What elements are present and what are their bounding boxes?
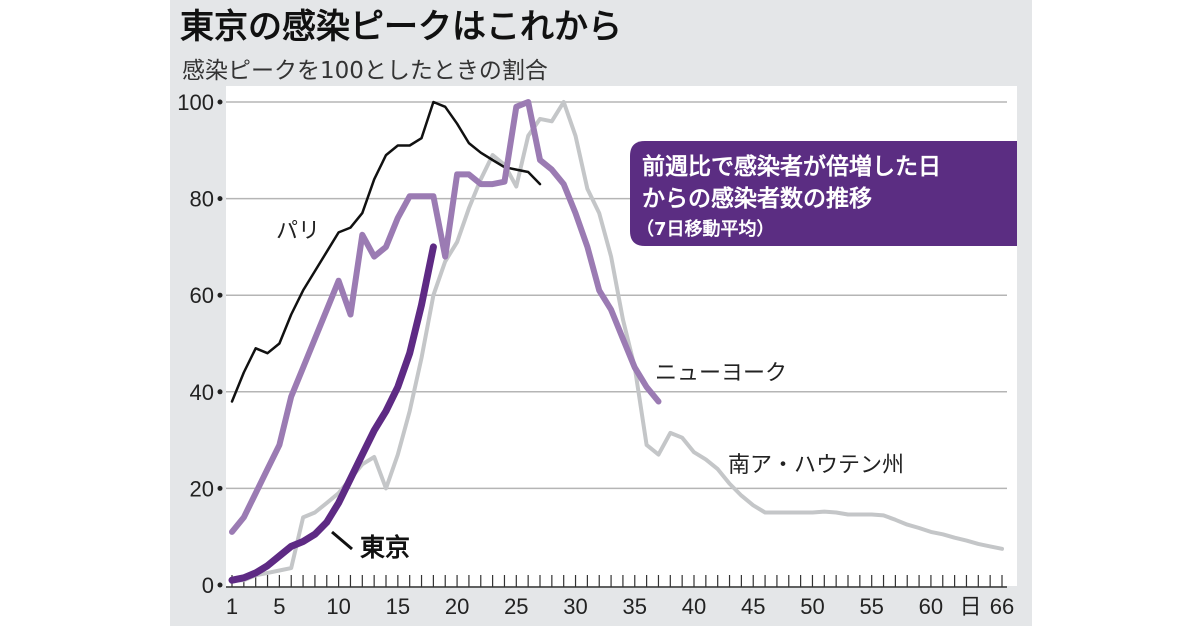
- chart-title: 東京の感染ピークはこれから: [180, 7, 622, 47]
- x-tick-label: 50: [800, 594, 824, 619]
- y-tick-dot: [217, 292, 223, 298]
- label-newyork: ニューヨーク: [655, 361, 787, 386]
- annotation-line1: 前週比で感染者が倍増した日: [642, 153, 941, 180]
- x-axis-unit: 日: [959, 594, 981, 619]
- x-tick-label: 15: [386, 594, 410, 619]
- label-tokyo: 東京: [360, 533, 410, 562]
- label-paris: パリ: [276, 219, 320, 244]
- annotation-line3: （7日移動平均）: [636, 218, 775, 240]
- x-axis: 1 5 10 15 20 25 30 35 40 45 50 55 60 66日: [226, 575, 1014, 619]
- annotation-line2: からの感染者数の推移: [642, 185, 872, 212]
- y-tick-label: 80: [190, 187, 214, 212]
- y-tick-label: 0: [202, 573, 214, 598]
- series-lines: [228, 99, 1004, 584]
- annotation-box: [630, 141, 1017, 246]
- y-tick-label: 40: [190, 380, 214, 405]
- x-tick-label: 45: [741, 594, 765, 619]
- x-tick-label: 25: [504, 594, 528, 619]
- tokyo-leader-line: [331, 530, 353, 551]
- chart-subtitle: 感染ピークを100としたときの割合: [182, 58, 548, 84]
- y-tick-dot: [217, 196, 223, 202]
- y-tick-dot: [217, 485, 223, 491]
- x-tick-label: 40: [682, 594, 706, 619]
- series-line-paris: [230, 100, 542, 403]
- x-tick-label: 55: [859, 594, 883, 619]
- x-tick-label: 66: [990, 594, 1014, 619]
- y-tick-dot: [217, 582, 223, 588]
- y-tick-dot: [217, 389, 223, 395]
- y-tick-label: 60: [190, 283, 214, 308]
- x-tick-label: 10: [326, 594, 350, 619]
- y-tick-label: 100: [177, 90, 214, 115]
- y-axis: 0 20 40 60 80 100: [177, 90, 223, 598]
- y-tick-dot: [217, 99, 223, 105]
- x-tick-label: 60: [919, 594, 943, 619]
- x-tick-label: 30: [563, 594, 587, 619]
- x-tick-label: 5: [273, 594, 285, 619]
- x-tick-label: 1: [226, 594, 238, 619]
- series-line-gauteng: [230, 100, 1004, 583]
- series-line-newyork: [229, 99, 662, 535]
- y-tick-label: 20: [190, 476, 214, 501]
- label-gauteng: 南ア・ハウテン州: [728, 453, 904, 478]
- series-line-tokyo: [228, 243, 437, 584]
- x-tick-label: 20: [445, 594, 469, 619]
- x-tick-label: 35: [623, 594, 647, 619]
